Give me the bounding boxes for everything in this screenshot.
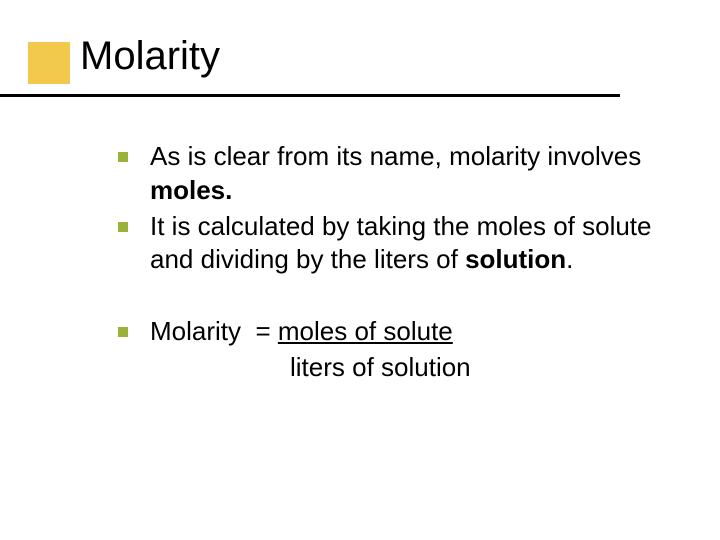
slide-title: Molarity bbox=[80, 34, 220, 79]
formula-lhs: Molarity bbox=[150, 316, 241, 346]
bullet-square-icon bbox=[118, 222, 128, 232]
formula-numerator: moles of solute bbox=[278, 316, 453, 346]
accent-square bbox=[28, 42, 70, 84]
bullet-text: As is clear from its name, molarity invo… bbox=[150, 140, 678, 208]
spacer bbox=[118, 279, 678, 315]
bold-text: solution bbox=[465, 244, 566, 274]
bold-text: moles. bbox=[150, 175, 232, 205]
formula-denominator-line: liters of solution bbox=[150, 351, 678, 385]
bullet-item: Molarity = moles of solute bbox=[118, 315, 678, 349]
formula-text: Molarity = moles of solute bbox=[150, 315, 453, 349]
text-segment: As is clear from its name, molarity invo… bbox=[150, 141, 641, 171]
bullet-item: As is clear from its name, molarity invo… bbox=[118, 140, 678, 208]
bullet-square-icon bbox=[118, 327, 128, 337]
text-segment: It is calculated by taking the moles of … bbox=[150, 211, 652, 275]
formula-eq: = bbox=[248, 316, 278, 346]
bullet-text: It is calculated by taking the moles of … bbox=[150, 210, 678, 278]
title-underline bbox=[0, 94, 620, 97]
formula-denominator: liters of solution bbox=[290, 352, 471, 382]
bullet-square-icon bbox=[118, 152, 128, 162]
bullet-item: It is calculated by taking the moles of … bbox=[118, 210, 678, 278]
slide-body: As is clear from its name, molarity invo… bbox=[118, 140, 678, 385]
text-segment: . bbox=[566, 244, 573, 274]
